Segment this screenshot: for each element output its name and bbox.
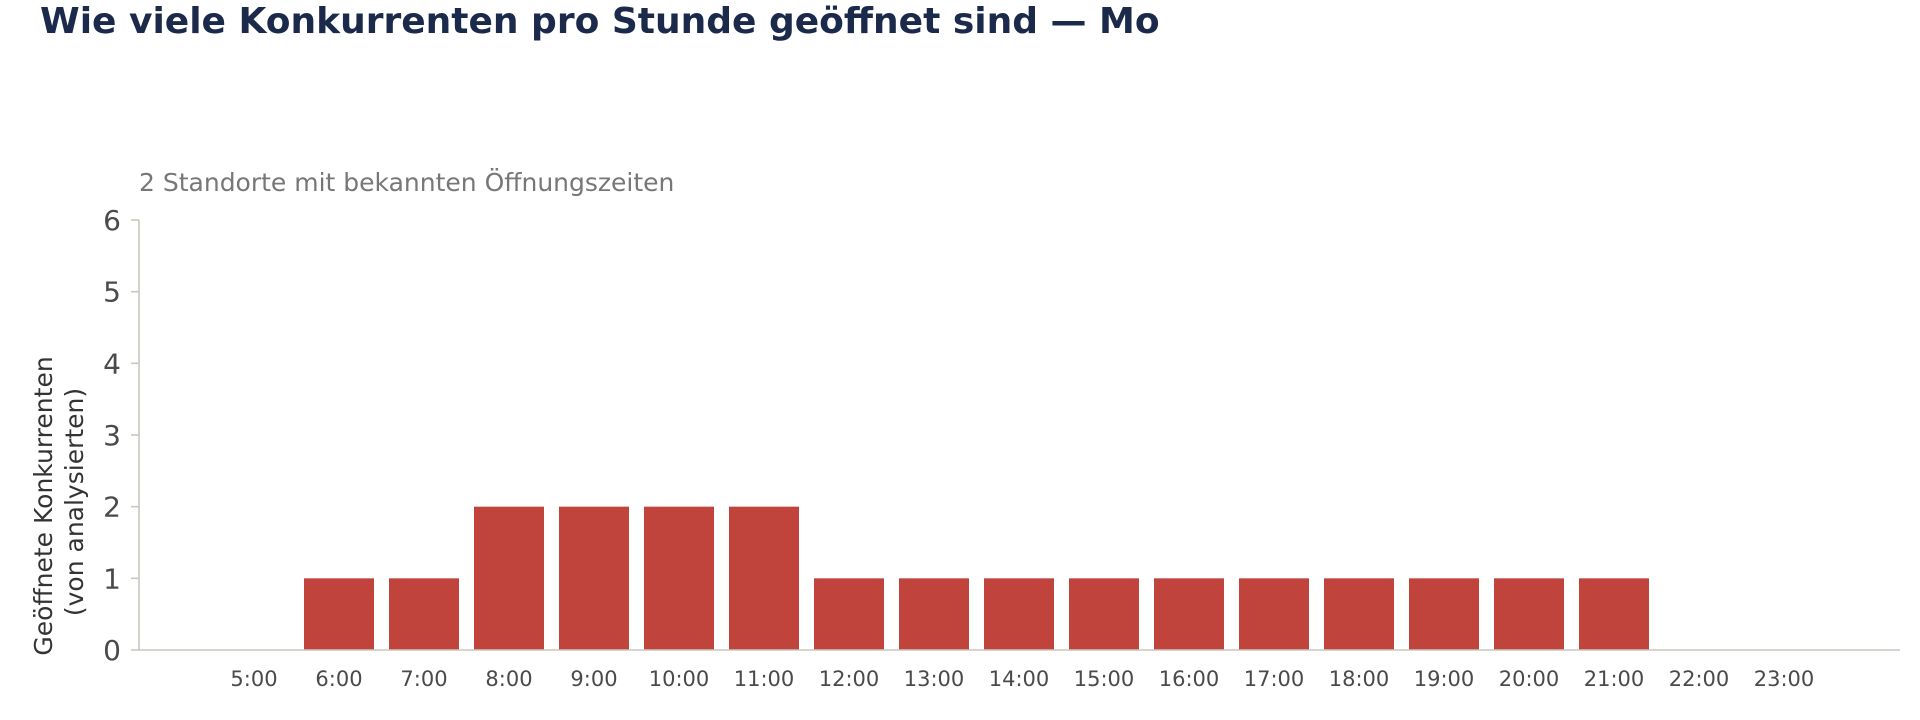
page-title: Wie viele Konkurrenten pro Stunde geöffn… xyxy=(40,1,1160,42)
x-tick-label: 15:00 xyxy=(1074,667,1135,691)
y-axis-label-line-1: Geöffnete Konkurrenten xyxy=(29,356,58,655)
x-tick-label: 22:00 xyxy=(1669,667,1730,691)
x-tick-label: 16:00 xyxy=(1159,667,1220,691)
bar xyxy=(389,578,459,650)
x-tick-label: 23:00 xyxy=(1754,667,1815,691)
y-tick-label: 6 xyxy=(103,204,121,237)
x-tick-label: 12:00 xyxy=(819,667,880,691)
bar xyxy=(984,578,1054,650)
bar xyxy=(729,506,799,650)
x-tick-label: 18:00 xyxy=(1329,667,1390,691)
x-tick-label: 5:00 xyxy=(230,667,277,691)
x-tick-label: 17:00 xyxy=(1244,667,1305,691)
y-ticks: 0 1 2 3 4 5 6 xyxy=(103,204,139,667)
x-axis: 5:00 6:00 7:00 8:00 9:00 10:00 11:00 12:00 13:00… xyxy=(139,649,1900,691)
y-axis: 0 1 2 3 4 5 6 xyxy=(103,204,140,667)
bar xyxy=(559,506,629,650)
bar xyxy=(644,506,714,650)
x-tick-label: 8:00 xyxy=(485,667,532,691)
y-axis-label-text: Geöffnete Konkurrenten (von analysierten… xyxy=(29,348,89,655)
y-tick-label: 2 xyxy=(103,491,121,524)
x-tick-label: 20:00 xyxy=(1499,667,1560,691)
x-tick-label: 9:00 xyxy=(570,667,617,691)
x-tick-label: 13:00 xyxy=(904,667,965,691)
x-tick-label: 14:00 xyxy=(989,667,1050,691)
y-axis-label: Geöffnete Konkurrenten (von analysierten… xyxy=(29,348,89,655)
bars xyxy=(304,506,1649,650)
y-tick-label: 0 xyxy=(103,634,121,667)
y-axis-label-line-2: (von analysierten) xyxy=(60,388,89,616)
x-tick-label: 10:00 xyxy=(649,667,710,691)
x-tick-label: 11:00 xyxy=(734,667,795,691)
bar xyxy=(1494,578,1564,650)
bar xyxy=(1154,578,1224,650)
x-tick-label: 6:00 xyxy=(315,667,362,691)
y-tick-label: 1 xyxy=(103,562,121,595)
y-tick-label: 3 xyxy=(103,419,121,452)
bar xyxy=(1069,578,1139,650)
bar xyxy=(1579,578,1649,650)
x-tick-labels: 5:00 6:00 7:00 8:00 9:00 10:00 11:00 12:00 13:00… xyxy=(230,667,1814,691)
bar xyxy=(1324,578,1394,650)
x-tick-label: 7:00 xyxy=(400,667,447,691)
y-tick-label: 4 xyxy=(103,347,121,380)
x-tick-label: 19:00 xyxy=(1414,667,1475,691)
bar xyxy=(1409,578,1479,650)
y-tick-label: 5 xyxy=(103,276,121,309)
chart-subtitle: 2 Standorte mit bekannten Öffnungszeiten xyxy=(139,168,675,197)
bar xyxy=(474,506,544,650)
bar xyxy=(304,578,374,650)
bar xyxy=(899,578,969,650)
bar xyxy=(1239,578,1309,650)
x-tick-label: 21:00 xyxy=(1584,667,1645,691)
bar xyxy=(814,578,884,650)
